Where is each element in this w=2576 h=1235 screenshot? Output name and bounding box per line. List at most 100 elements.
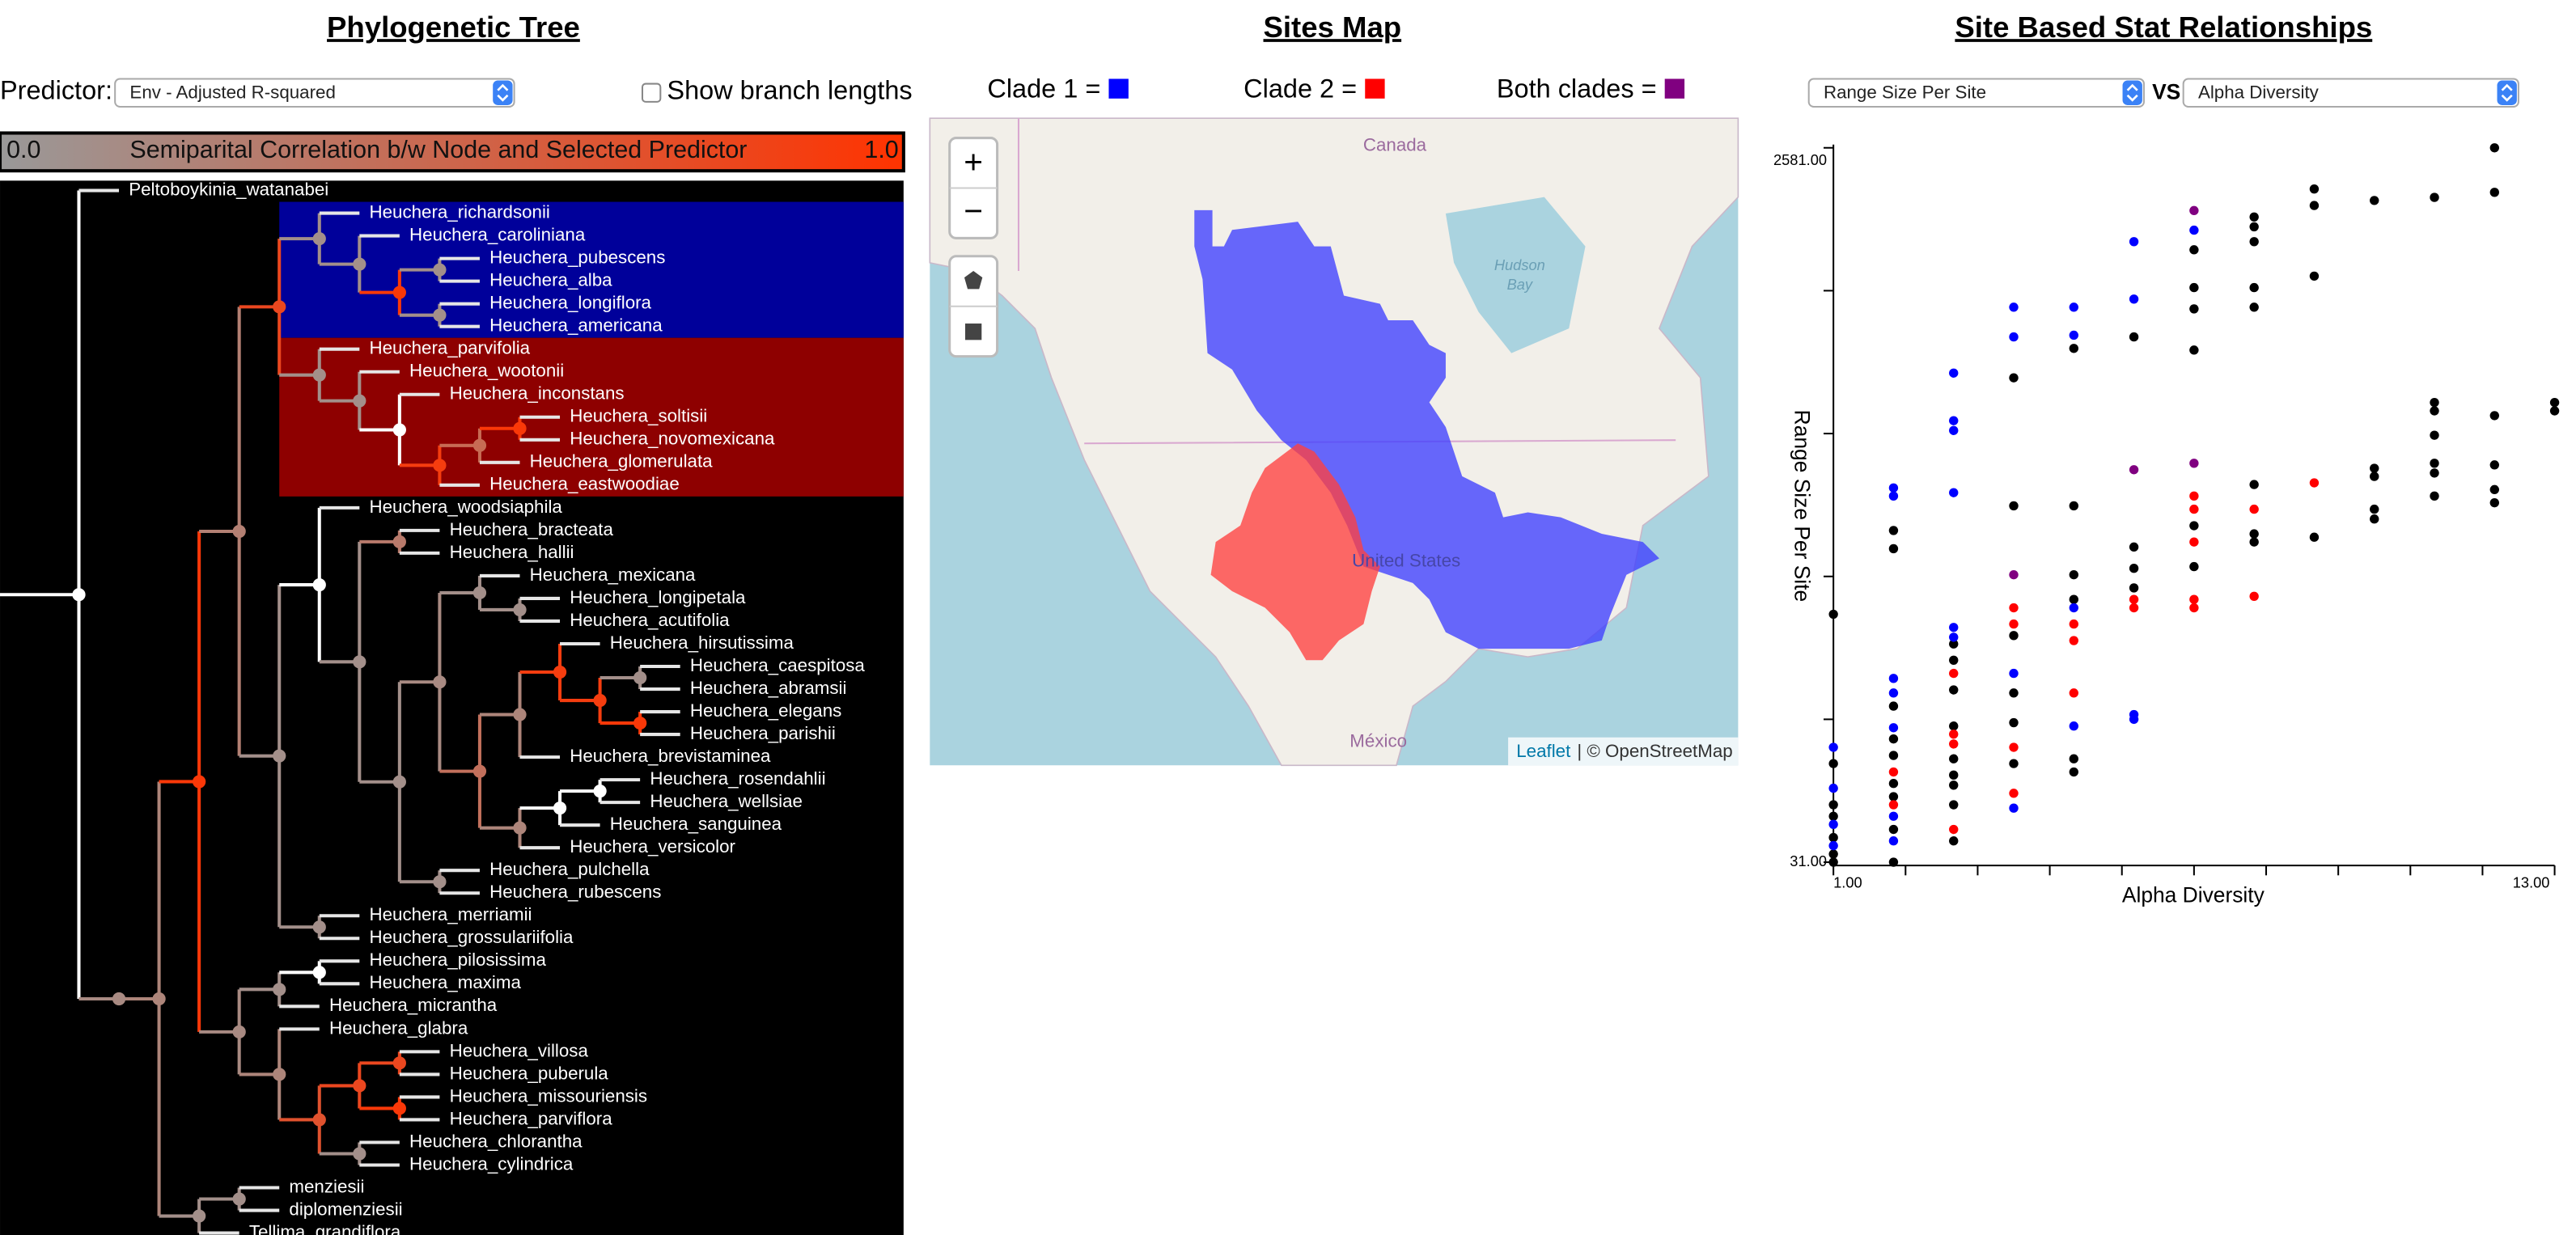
x-stat-select[interactable] bbox=[2182, 78, 2519, 108]
map-legend-swatch bbox=[1108, 78, 1129, 99]
leaf-label: Heuchera_glomerulata bbox=[530, 451, 713, 472]
node bbox=[433, 308, 447, 322]
branch-lengths-checkbox[interactable] bbox=[641, 82, 662, 103]
point bbox=[2069, 344, 2078, 353]
point bbox=[1888, 857, 1899, 867]
point bbox=[2549, 397, 2560, 408]
leaf-label: Heuchera_soltisii bbox=[570, 406, 707, 426]
node bbox=[633, 670, 647, 685]
leaf-label: Heuchera_hirsutissima bbox=[610, 632, 794, 653]
point bbox=[2189, 304, 2199, 314]
map[interactable]: + − Leaflet | © OpenStreetMap Canada Huds… bbox=[929, 117, 1739, 767]
y-stat-select-arrows bbox=[2126, 83, 2138, 102]
y-stat-select[interactable] bbox=[1807, 78, 2145, 108]
point bbox=[1949, 425, 1959, 435]
point bbox=[2009, 569, 2019, 580]
node bbox=[472, 764, 487, 778]
point bbox=[2430, 430, 2439, 440]
node bbox=[593, 693, 607, 708]
node bbox=[553, 665, 567, 679]
point bbox=[2009, 373, 2019, 383]
point bbox=[2069, 754, 2078, 763]
point bbox=[2129, 594, 2139, 604]
point bbox=[1949, 836, 1959, 846]
point bbox=[2129, 294, 2139, 304]
point bbox=[1949, 800, 1959, 810]
point bbox=[2249, 529, 2259, 539]
map-place-label: México bbox=[1349, 731, 1407, 751]
point bbox=[2189, 345, 2199, 355]
point bbox=[1949, 639, 1959, 649]
point bbox=[2309, 532, 2320, 542]
node bbox=[312, 231, 326, 246]
point bbox=[2069, 569, 2078, 580]
map-place-label: United States bbox=[1352, 550, 1460, 570]
point bbox=[2370, 472, 2379, 481]
zoom-out[interactable]: − bbox=[964, 192, 983, 230]
node bbox=[392, 535, 406, 549]
point bbox=[1828, 832, 1838, 843]
point bbox=[2189, 537, 2199, 547]
attribution-bg bbox=[1508, 737, 1739, 766]
attribution-text: | © OpenStreetMap bbox=[1577, 741, 1732, 761]
leaf-label: Heuchera_parvifolia bbox=[369, 338, 530, 358]
point bbox=[2189, 491, 2199, 501]
node bbox=[433, 459, 447, 472]
point bbox=[2009, 742, 2019, 752]
predictor-select[interactable] bbox=[114, 78, 515, 108]
attribution-link[interactable]: Leaflet bbox=[1516, 741, 1571, 761]
node bbox=[353, 1079, 366, 1093]
point bbox=[2069, 688, 2078, 698]
point bbox=[2189, 504, 2199, 514]
leaf-label: Heuchera_villosa bbox=[450, 1040, 589, 1060]
point bbox=[2009, 631, 2019, 641]
leaf-label: Heuchera_glabra bbox=[329, 1017, 468, 1038]
point bbox=[1949, 824, 1959, 835]
x-axis-label: Alpha Diversity bbox=[2122, 883, 2265, 907]
point bbox=[2069, 501, 2078, 511]
node bbox=[112, 992, 126, 1006]
point bbox=[2430, 192, 2439, 202]
node bbox=[553, 801, 567, 815]
node bbox=[433, 675, 447, 689]
point bbox=[1888, 543, 1899, 554]
hudson-bay-water bbox=[1445, 197, 1586, 353]
leaf-label: Heuchera_richardsonii bbox=[369, 201, 549, 222]
leaf-label: Heuchera_pubescens bbox=[489, 247, 665, 268]
leaf-label: Heuchera_pulchella bbox=[489, 859, 650, 879]
draw-polygon[interactable] bbox=[964, 271, 983, 290]
point bbox=[2489, 497, 2499, 508]
node bbox=[232, 1192, 246, 1206]
point bbox=[1828, 811, 1838, 821]
point bbox=[2069, 721, 2078, 731]
draw-rectangle[interactable] bbox=[964, 324, 982, 340]
map-legend-label: Clade 2 = bbox=[1244, 74, 1357, 103]
point bbox=[1949, 655, 1959, 665]
node bbox=[232, 524, 246, 539]
branch-lengths-label: Show branch lengths bbox=[667, 75, 912, 104]
stats-title: Site Based Stat Relationships bbox=[1955, 11, 2372, 44]
point bbox=[2069, 594, 2078, 604]
point bbox=[2009, 332, 2019, 342]
point bbox=[2129, 709, 2139, 720]
map-legend-swatch bbox=[1664, 78, 1685, 99]
point bbox=[2009, 759, 2019, 768]
colorbar-max: 1.0 bbox=[864, 136, 898, 163]
point bbox=[1888, 483, 1899, 493]
point bbox=[1888, 674, 1899, 683]
point bbox=[1888, 779, 1899, 789]
point bbox=[2249, 222, 2259, 232]
node bbox=[633, 716, 647, 730]
point bbox=[1888, 723, 1899, 733]
point bbox=[1828, 800, 1838, 810]
map-place-label: Bay bbox=[1507, 276, 1534, 293]
zoom-in[interactable]: + bbox=[964, 143, 983, 180]
tree-title: Phylogenetic Tree bbox=[327, 11, 580, 44]
leaf-label: Heuchera_novomexicana bbox=[570, 429, 775, 449]
point bbox=[2430, 459, 2439, 468]
clade-1-range bbox=[1194, 209, 1659, 649]
point bbox=[2309, 478, 2320, 488]
point bbox=[1888, 767, 1899, 777]
point bbox=[1949, 488, 1959, 497]
